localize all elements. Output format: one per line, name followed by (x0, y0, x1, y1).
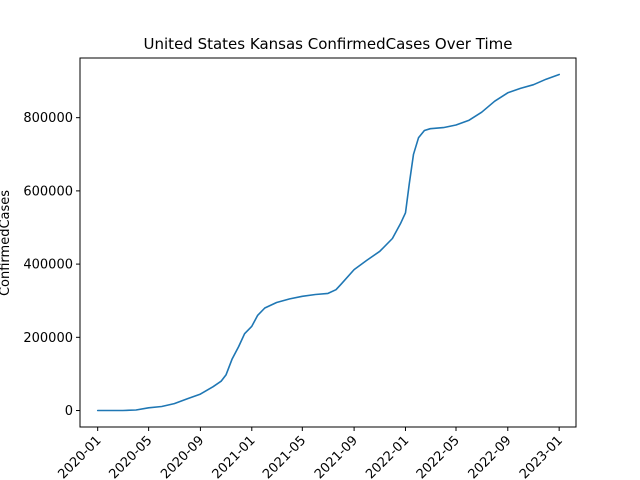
x-tick-label: 2021-09 (312, 433, 361, 480)
series-layer (96, 73, 560, 412)
series-line-0 (96, 73, 560, 412)
y-tick-label: 0 (65, 404, 73, 419)
x-tick-label: 2023-01 (517, 433, 566, 480)
y-tick-label: 400000 (23, 258, 73, 273)
x-tick-label: 2022-01 (363, 433, 412, 480)
y-tick-label: 600000 (23, 184, 73, 199)
x-axis: 2020-01 2020-05 2020-09 2021-01 2021-05 2021-… (55, 427, 566, 480)
x-tick-label: 2020-09 (158, 433, 207, 480)
y-tick-label: 200000 (23, 331, 73, 346)
y-axis-label: ConfirmedCases (0, 190, 13, 296)
x-tick-label: 2021-01 (210, 433, 259, 480)
x-tick-label: 2022-09 (466, 433, 515, 480)
chart-title: United States Kansas ConfirmedCases Over… (144, 35, 513, 53)
x-tick-label: 2020-01 (55, 433, 104, 480)
x-tick-label: 2021-05 (260, 433, 309, 480)
x-tick-label: 2020-05 (106, 433, 155, 480)
y-tick-label: 800000 (23, 111, 73, 126)
plot-frame (79, 57, 577, 428)
y-axis: 0 200000 400000 600000 800000 (23, 111, 80, 419)
x-tick-label: 2022-05 (414, 433, 463, 480)
